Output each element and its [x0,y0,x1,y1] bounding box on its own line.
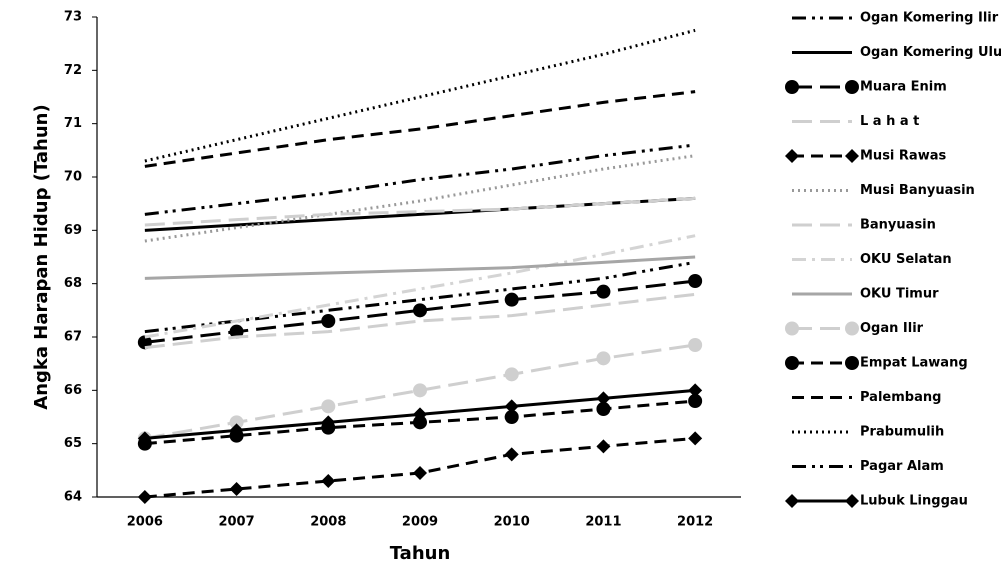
point [229,415,244,430]
point [596,402,611,416]
point [504,367,519,382]
legend-label: Pagar Alam [860,459,944,474]
point [688,383,703,398]
y-tick-label: 71 [64,116,82,131]
legend-label: Ogan Komering Ilir [860,11,999,26]
legend-marker [785,321,799,336]
y-tick-label: 64 [64,490,82,505]
y-tick-label: 73 [64,10,82,25]
legend-label: OKU Timur [860,287,939,302]
series-line [144,196,696,227]
x-tick-label: 2007 [218,515,254,530]
point [504,447,519,462]
y-tick-label: 70 [64,170,82,185]
point [229,482,244,496]
y-tick-label: 67 [64,330,82,345]
legend-marker [845,80,859,94]
point [321,314,336,328]
point [504,399,519,414]
legend-marker [845,356,859,370]
legend-label: Ogan Ilir [860,321,924,336]
x-tick-label: 2009 [402,515,438,530]
x-tick-label: 2008 [310,515,346,530]
series-line [144,234,696,339]
x-tick-label: 2006 [127,515,163,530]
legend-marker [785,80,799,94]
point [321,415,336,430]
legend-label: Lubuk Linggau [860,494,968,509]
x-tick-label: 2010 [494,515,530,530]
point [688,338,703,352]
y-tick-label: 66 [64,383,82,398]
legend-label: Musi Rawas [860,149,946,164]
x-tick-label: 2012 [677,515,713,530]
point [137,490,152,504]
series-line [144,292,696,350]
point [596,351,611,366]
legend-label: Ogan Komering Ulu [860,45,1001,60]
x-tick-label: 2011 [585,515,621,530]
point [596,439,611,454]
point [688,394,703,408]
point [596,284,611,299]
legend-label: Muara Enim [860,80,947,95]
point [504,410,519,424]
legend-marker [785,494,799,508]
y-tick-label: 65 [64,436,82,451]
point [688,274,703,288]
legend-marker [785,356,799,370]
point [229,324,244,339]
point [596,391,611,406]
point [413,415,427,430]
legend-marker [845,494,859,508]
y-axis-label: Angka Harapan Hidup (Tahun) [31,104,52,409]
legend-label: L a h a t [860,114,919,129]
series-line [144,154,696,243]
y-tick-label: 68 [64,276,82,291]
series-line [144,196,696,232]
series-line [144,260,696,334]
point [504,292,519,307]
y-tick-label: 69 [64,223,82,238]
legend-label: Palembang [860,390,941,405]
point [321,399,336,414]
legend-label: Prabumulih [860,425,944,440]
legend-marker [845,149,859,163]
series-line [144,28,696,163]
legend-label: Empat Lawang [860,356,968,371]
x-axis-label: Tahun [390,543,451,564]
series-line [144,255,696,280]
legend-label: OKU Selatan [860,252,952,267]
point [413,466,427,480]
series-line [144,90,696,168]
point [688,431,703,446]
legend-label: Banyuasin [860,218,936,233]
y-tick-label: 72 [64,63,82,78]
legend-label: Musi Banyuasin [860,183,975,198]
point [229,423,244,438]
legend-marker [785,149,799,163]
point [413,407,427,422]
point [137,431,152,446]
legend-marker [845,321,859,336]
point [413,383,427,398]
point [413,303,427,318]
point [321,474,336,488]
